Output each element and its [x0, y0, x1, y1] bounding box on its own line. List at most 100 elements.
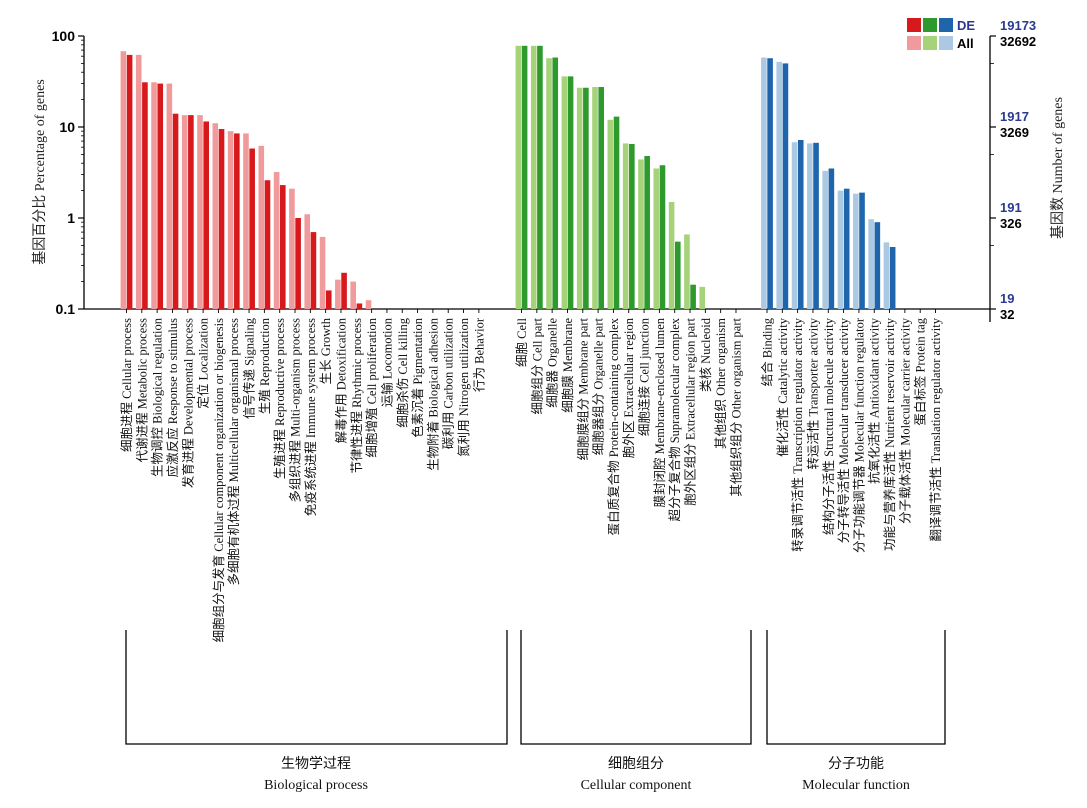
bar-de-cc [537, 45, 543, 309]
category-label: 细胞进程 Cellular process [119, 318, 134, 452]
bar-all-cc [607, 119, 614, 309]
category-label: 信号传递 Signaling [242, 317, 257, 419]
bar-de-bp [280, 185, 286, 309]
category-label: 生物附着 Biological adhesion [425, 317, 440, 471]
bar-all-mf [837, 190, 844, 309]
category-label: 生物调控 Biological regulation [151, 317, 165, 477]
right-tick-label-de: 1917 [1000, 109, 1029, 124]
bar-all-cc [561, 76, 568, 310]
bar-de-cc [644, 156, 650, 309]
bar-all-mf [853, 193, 859, 309]
category-label: 细胞组分与发育 Cellular component organization … [211, 318, 226, 643]
legend-swatch-all [907, 36, 921, 50]
category-label: 氮利用 Nitrogen utilization [456, 317, 471, 457]
category-label: 多细胞有机体过程 Multicellular organismal proces… [226, 318, 241, 586]
bar-all-bp [258, 145, 265, 309]
bar-de-cc [583, 87, 589, 309]
right-tick-label-all: 3269 [1000, 125, 1029, 140]
category-label: 蛋白标签 Protein tag [913, 317, 928, 425]
left-tick-label: 10 [59, 119, 75, 135]
bar-de-mf [859, 192, 865, 309]
category-label: 翻译调节活性 Translation regulator activity [929, 317, 943, 541]
category-label: 定位 Localization [196, 317, 211, 408]
group-title-en-bp: Biological process [264, 778, 368, 793]
bar-de-bp [188, 115, 194, 310]
legend-label-de: DE [957, 18, 975, 33]
category-label: 行为 Behavior [472, 317, 486, 392]
category-label: 生殖 Reproduction [257, 317, 272, 414]
bar-de-bp [142, 82, 148, 309]
bar-de-cc [613, 116, 620, 309]
bars-layer [120, 45, 896, 310]
bar-de-bp [126, 54, 133, 309]
category-label: 其他组织 Other organism [714, 318, 728, 449]
bar-all-mf [807, 143, 813, 309]
bar-all-cc [530, 45, 537, 309]
category-label: 细胞增殖 Cell proliferation [364, 317, 379, 457]
bar-de-cc [598, 87, 604, 309]
category-label: 运输 Locomotion [379, 317, 394, 407]
category-label: 发育进程 Developmental process [180, 318, 195, 488]
bar-de-mf [828, 168, 835, 309]
group-title-cn-bp: 生物学过程 [281, 756, 351, 772]
bar-all-cc [638, 159, 644, 309]
category-label: 细胞杀伤 Cell killing [395, 317, 410, 427]
category-label: 细胞器组分 Organelle part [592, 317, 606, 455]
bar-de-bp [310, 232, 317, 309]
left-tick-label: 0.1 [56, 301, 76, 317]
bar-all-cc [684, 234, 690, 309]
category-label: 超分子复合物 Supramolecular complex [667, 317, 682, 521]
right-tick-label-all: 32 [1000, 307, 1014, 322]
bar-all-bp [289, 188, 295, 309]
bar-all-mf [822, 170, 828, 309]
bar-all-mf [868, 219, 874, 309]
bar-all-bp [319, 236, 326, 309]
category-label: 催化活性 Catalytic activity [776, 317, 790, 457]
bar-de-bp [264, 180, 271, 309]
category-label: 细胞 Cell [515, 317, 529, 366]
bar-de-cc [690, 284, 696, 309]
category-label: 多组织进程 Multi-organism process [288, 318, 303, 503]
category-label: 生长 Growth [319, 317, 333, 384]
legend-swatch-de [907, 18, 921, 32]
bar-all-bp [243, 133, 249, 309]
category-label: 色素沉着 Pigmentation [410, 317, 425, 438]
bar-de-cc [675, 241, 681, 309]
bar-all-bp [135, 54, 142, 309]
bar-all-cc [668, 201, 675, 309]
category-label: 分子载体活性 Molecular carrier activity [898, 317, 912, 524]
bar-de-cc [552, 57, 559, 310]
category-label: 结合 Binding [760, 317, 775, 386]
category-label: 细胞膜 Membrane [561, 318, 575, 413]
right-tick-label-de: 19 [1000, 291, 1014, 306]
category-label: 蛋白质复合物 Protein-containing complex [606, 317, 621, 535]
bar-de-mf [813, 142, 819, 309]
category-label: 其他组织组分 Other organism part [729, 317, 743, 496]
bar-all-bp [181, 115, 188, 310]
group-title-cn-cc: 细胞组分 [608, 756, 664, 772]
category-label: 转运活性 Transporter activity [805, 317, 820, 469]
bar-all-mf [776, 61, 783, 310]
bar-de-bp [172, 113, 179, 309]
bar-de-mf [797, 139, 804, 309]
bar-de-bp [157, 83, 164, 309]
category-label: 细胞组分 Cell part [530, 317, 544, 414]
group-bracket-mf [766, 630, 946, 745]
category-label: 转录调节活性 Transcription regulator activity [790, 317, 805, 552]
group-title-en-cc: Cellular component [581, 778, 692, 793]
bar-all-cc [515, 45, 522, 309]
category-label: 抗氧化活性 Antioxidant activity [867, 317, 882, 484]
bar-all-mf [883, 242, 890, 309]
bar-de-mf [874, 222, 881, 309]
category-label: 应激反应 Response to stimulus [165, 318, 180, 478]
category-label: 胞外区组分 Extracellular region part [684, 317, 698, 505]
bar-all-cc [576, 87, 583, 309]
bar-all-cc [699, 286, 706, 309]
category-label: 膜封闭腔 Membrane-enclosed lumen [652, 317, 667, 507]
left-tick-label: 100 [52, 28, 76, 44]
bar-de-mf [782, 63, 789, 309]
category-label: 功能与营养库活性 Nutrient reservoir activity [882, 317, 897, 551]
bar-all-bp [304, 214, 311, 309]
